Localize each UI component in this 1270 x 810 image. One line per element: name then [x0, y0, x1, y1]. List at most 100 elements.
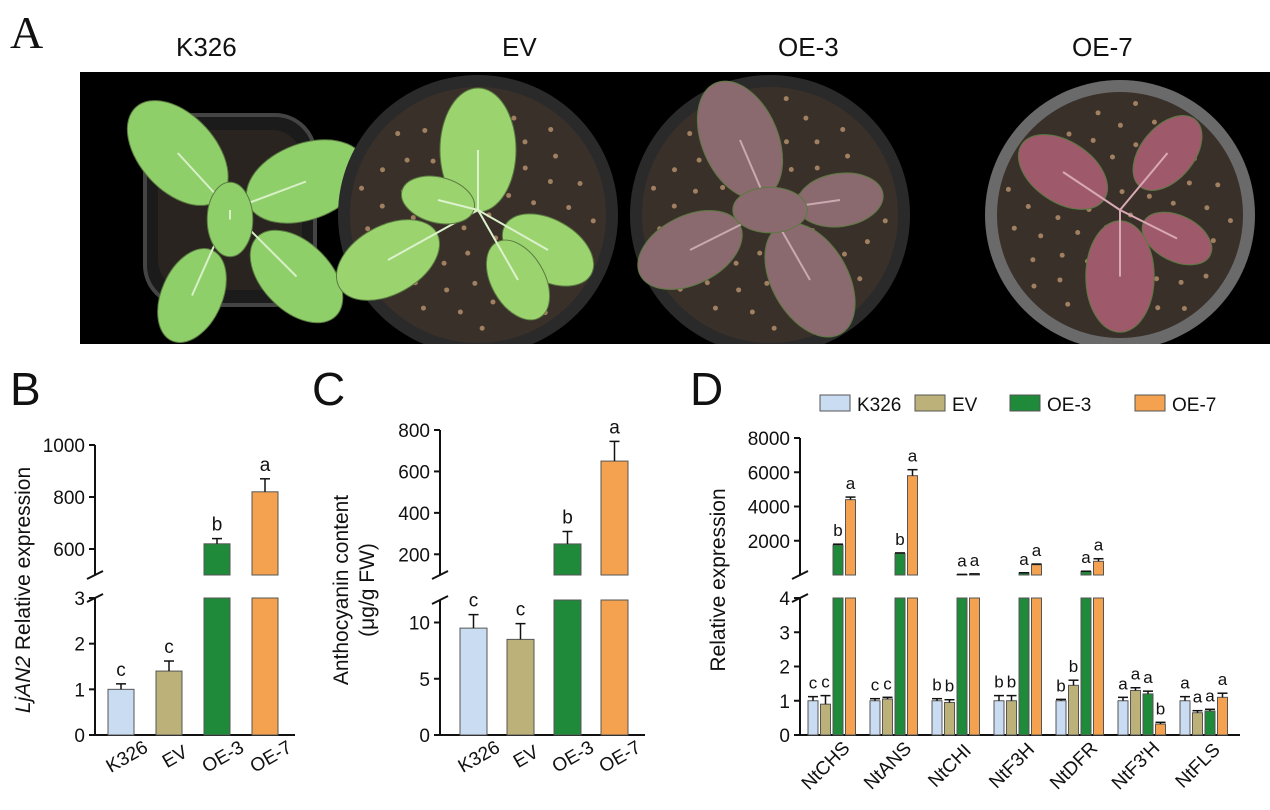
leaf-vein [1119, 152, 1169, 211]
soil-grain [788, 167, 794, 173]
bar [969, 597, 980, 736]
bar [1155, 723, 1166, 736]
bar [832, 597, 844, 736]
panel-a-letter: A [10, 7, 44, 58]
soil-grain [814, 139, 820, 145]
soil-grain [422, 128, 428, 134]
soil-grain [1170, 200, 1176, 206]
photo-title-k326: K326 [176, 32, 237, 62]
soil-grain [441, 260, 447, 266]
leaf-vein [1119, 209, 1178, 240]
significance-letter: c [821, 673, 830, 692]
soil-grain [1215, 182, 1221, 188]
bar [1217, 696, 1228, 736]
soil-grain [803, 115, 809, 121]
soil-grain [430, 158, 436, 164]
bar [1080, 597, 1092, 736]
plant-oe-7 [985, 80, 1255, 350]
x-tick-label: EV [510, 742, 543, 773]
soil-grain [1155, 305, 1161, 311]
significance-letter: c [469, 591, 479, 612]
soil-grain [1119, 189, 1125, 195]
y-tick-label: 8000 [748, 429, 790, 450]
soil-grain [410, 215, 416, 221]
axis-break-mark [86, 570, 104, 580]
x-tick-label: NtFLS [1172, 740, 1225, 793]
soil-grain [522, 139, 528, 145]
soil-grain [1025, 204, 1031, 210]
y-tick-label: 0 [74, 726, 85, 747]
soil-grain [472, 280, 478, 286]
significance-letter: a [609, 417, 620, 438]
significance-letter: b [1156, 699, 1165, 718]
plant-photos [126, 75, 1255, 355]
significance-letter: b [833, 521, 842, 540]
bar [1080, 571, 1092, 576]
x-tick-label: K326 [103, 737, 152, 777]
soil-grain [857, 276, 863, 282]
significance-letter: b [945, 677, 954, 696]
soil-grain [1066, 131, 1072, 137]
soil-grain [1146, 193, 1152, 199]
legend-swatch [1009, 394, 1041, 412]
soil-grain [577, 181, 583, 187]
bar [993, 700, 1005, 736]
bar [155, 670, 183, 736]
bar [1055, 700, 1067, 736]
soil-grain [720, 185, 726, 191]
significance-letter: a [1094, 536, 1104, 555]
x-tick-label: NtF3H [985, 739, 1039, 793]
x-tick-label: OE-7 [247, 737, 296, 777]
bar [1093, 597, 1104, 736]
bar [845, 499, 856, 576]
y-tick-label: 1000 [43, 436, 85, 457]
bar [832, 544, 844, 576]
soil-grain [733, 260, 739, 266]
chart-d-gene-expression: D K326 EV OE-3 OE-7 0 1 2 3 4 2000 4000 6000 8000 Rela… [690, 363, 1240, 794]
photo-title-oe3: OE-3 [778, 32, 839, 62]
soil-grain [841, 251, 847, 257]
soil-grain [1210, 238, 1216, 244]
bar [956, 597, 968, 736]
bar [1204, 710, 1216, 736]
axis-break-mark [431, 570, 449, 580]
bar [1031, 564, 1042, 576]
significance-letter: c [116, 660, 126, 681]
plant-k326 [126, 100, 367, 343]
y-tick-label: 600 [53, 540, 85, 561]
soil-grain [1203, 273, 1209, 279]
soil-grain [757, 250, 763, 256]
soil-grain [696, 157, 702, 163]
legend-label: OE-3 [1047, 395, 1091, 416]
legend-label: EV [952, 395, 978, 416]
significance-letter: a [1019, 550, 1029, 569]
y-axis-unit: (μg/g FW) [356, 543, 379, 637]
y-tick-label: 1 [779, 692, 790, 713]
bar [600, 460, 629, 576]
soil-grain [404, 157, 410, 163]
soil-grain [882, 218, 888, 224]
y-axis-label: Anthocyanin content [330, 495, 353, 685]
bar [203, 543, 231, 576]
significance-letter: a [1081, 548, 1091, 567]
bar [1179, 700, 1191, 736]
soil-grain [1005, 186, 1011, 192]
y-tick-label: 3 [779, 623, 790, 644]
soil-grain [522, 165, 528, 171]
soil-grain [736, 287, 742, 293]
bar [1031, 597, 1042, 736]
soil-grain [672, 167, 678, 173]
y-tick-label: 800 [53, 488, 85, 509]
panel-d-letter: D [690, 363, 723, 415]
bar [1068, 684, 1079, 736]
leaf-vein [477, 209, 519, 281]
y-axis-label: Relative expression [707, 488, 730, 671]
soil-grain [1055, 215, 1061, 221]
soil-grain [1059, 252, 1065, 258]
soil-grain [379, 203, 385, 209]
y-tick-label: 4000 [748, 498, 790, 519]
soil-grain [1227, 218, 1233, 224]
bar [1142, 693, 1154, 736]
y-tick-label: 1 [74, 680, 85, 701]
soil-grain [771, 325, 777, 331]
